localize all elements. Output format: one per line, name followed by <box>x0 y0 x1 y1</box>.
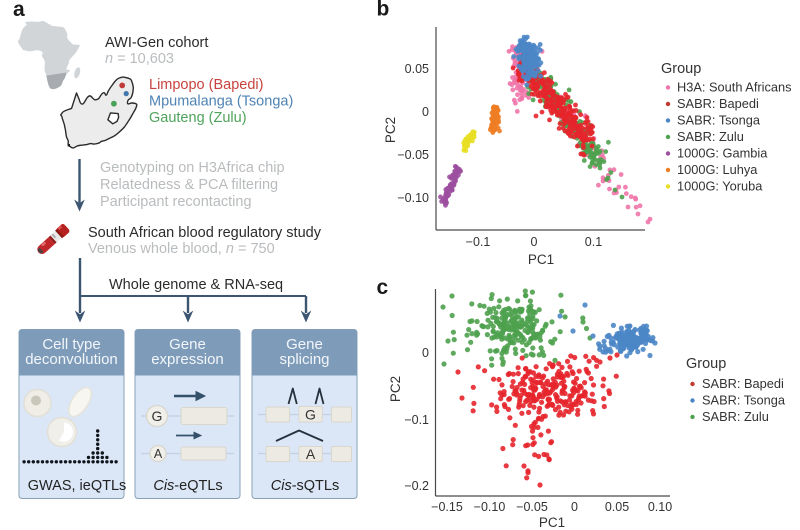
svg-text:GWAS, ieQTLs: GWAS, ieQTLs <box>28 478 127 494</box>
svg-text:a: a <box>13 0 25 21</box>
svg-text:1000G: Luhya: 1000G: Luhya <box>677 162 758 177</box>
svg-text:0: 0 <box>531 235 538 249</box>
svg-text:Cis-sQTLs: Cis-sQTLs <box>271 478 339 494</box>
svg-text:PC2: PC2 <box>383 117 398 143</box>
svg-text:AWI-Gen cohort: AWI-Gen cohort <box>105 35 208 51</box>
svg-text:Participant recontacting: Participant recontacting <box>100 194 252 210</box>
svg-text:expression: expression <box>151 351 224 368</box>
svg-text:−0.05: −0.05 <box>516 500 548 514</box>
svg-text:0.05: 0.05 <box>605 500 629 514</box>
svg-text:SABR: Bapedi: SABR: Bapedi <box>702 376 784 391</box>
svg-text:−0.10: −0.10 <box>397 191 429 205</box>
svg-text:Gauteng (Zulu): Gauteng (Zulu) <box>149 110 247 126</box>
svg-text:PC2: PC2 <box>388 376 403 402</box>
svg-text:Limpopo (Bapedi): Limpopo (Bapedi) <box>149 77 263 93</box>
svg-text:0: 0 <box>571 500 578 514</box>
svg-text:0: 0 <box>422 105 429 119</box>
svg-text:1000G: Yoruba: 1000G: Yoruba <box>677 179 763 194</box>
svg-text:Group: Group <box>686 356 726 372</box>
svg-text:0.1: 0.1 <box>585 235 602 249</box>
svg-text:A: A <box>154 447 163 461</box>
svg-text:South African blood regulatory: South African blood regulatory study <box>88 225 322 241</box>
svg-text:SABR: Bapedi: SABR: Bapedi <box>677 96 759 111</box>
svg-text:0.10: 0.10 <box>648 500 672 514</box>
svg-text:−0.2: −0.2 <box>404 479 429 493</box>
svg-text:Genotyping on H3Africa chip: Genotyping on H3Africa chip <box>100 160 285 176</box>
svg-text:−0.10: −0.10 <box>474 500 506 514</box>
svg-text:c: c <box>377 276 389 299</box>
svg-text:1000G: Gambia: 1000G: Gambia <box>677 146 768 161</box>
svg-text:Cell type: Cell type <box>42 336 100 353</box>
svg-text:Mpumalanga (Tsonga): Mpumalanga (Tsonga) <box>149 94 293 110</box>
svg-text:Relatedness & PCA filtering: Relatedness & PCA filtering <box>100 177 278 193</box>
svg-text:splicing: splicing <box>279 351 329 368</box>
svg-text:A: A <box>306 446 316 462</box>
svg-text:Whole genome & RNA-seq: Whole genome & RNA-seq <box>109 277 283 293</box>
svg-text:0: 0 <box>422 346 429 360</box>
svg-text:−0.1: −0.1 <box>404 413 429 427</box>
svg-text:−0.1: −0.1 <box>466 235 491 249</box>
svg-text:Gene: Gene <box>169 336 206 353</box>
svg-text:SABR: Zulu: SABR: Zulu <box>677 129 744 144</box>
svg-text:deconvolution: deconvolution <box>25 351 118 368</box>
svg-text:0.05: 0.05 <box>405 62 429 76</box>
svg-text:Cis-eQTLs: Cis-eQTLs <box>153 478 222 494</box>
svg-text:PC1: PC1 <box>539 515 565 530</box>
svg-text:H3A: South Africans: H3A: South Africans <box>677 80 792 95</box>
svg-text:G: G <box>305 407 316 423</box>
svg-text:SABR: Tsonga: SABR: Tsonga <box>677 113 761 128</box>
svg-text:Gene: Gene <box>286 336 323 353</box>
svg-text:−0.15: −0.15 <box>431 500 463 514</box>
svg-text:SABR: Tsonga: SABR: Tsonga <box>702 393 786 408</box>
svg-text:Venous whole blood, n = 750: Venous whole blood, n = 750 <box>88 241 275 257</box>
svg-text:Group: Group <box>661 61 701 77</box>
svg-text:−0.05: −0.05 <box>397 148 429 162</box>
svg-text:PC1: PC1 <box>528 252 554 267</box>
svg-text:n = 10,603: n = 10,603 <box>105 51 174 67</box>
svg-text:G: G <box>152 408 163 424</box>
svg-text:SABR: Zulu: SABR: Zulu <box>702 409 769 424</box>
svg-text:b: b <box>377 0 390 21</box>
